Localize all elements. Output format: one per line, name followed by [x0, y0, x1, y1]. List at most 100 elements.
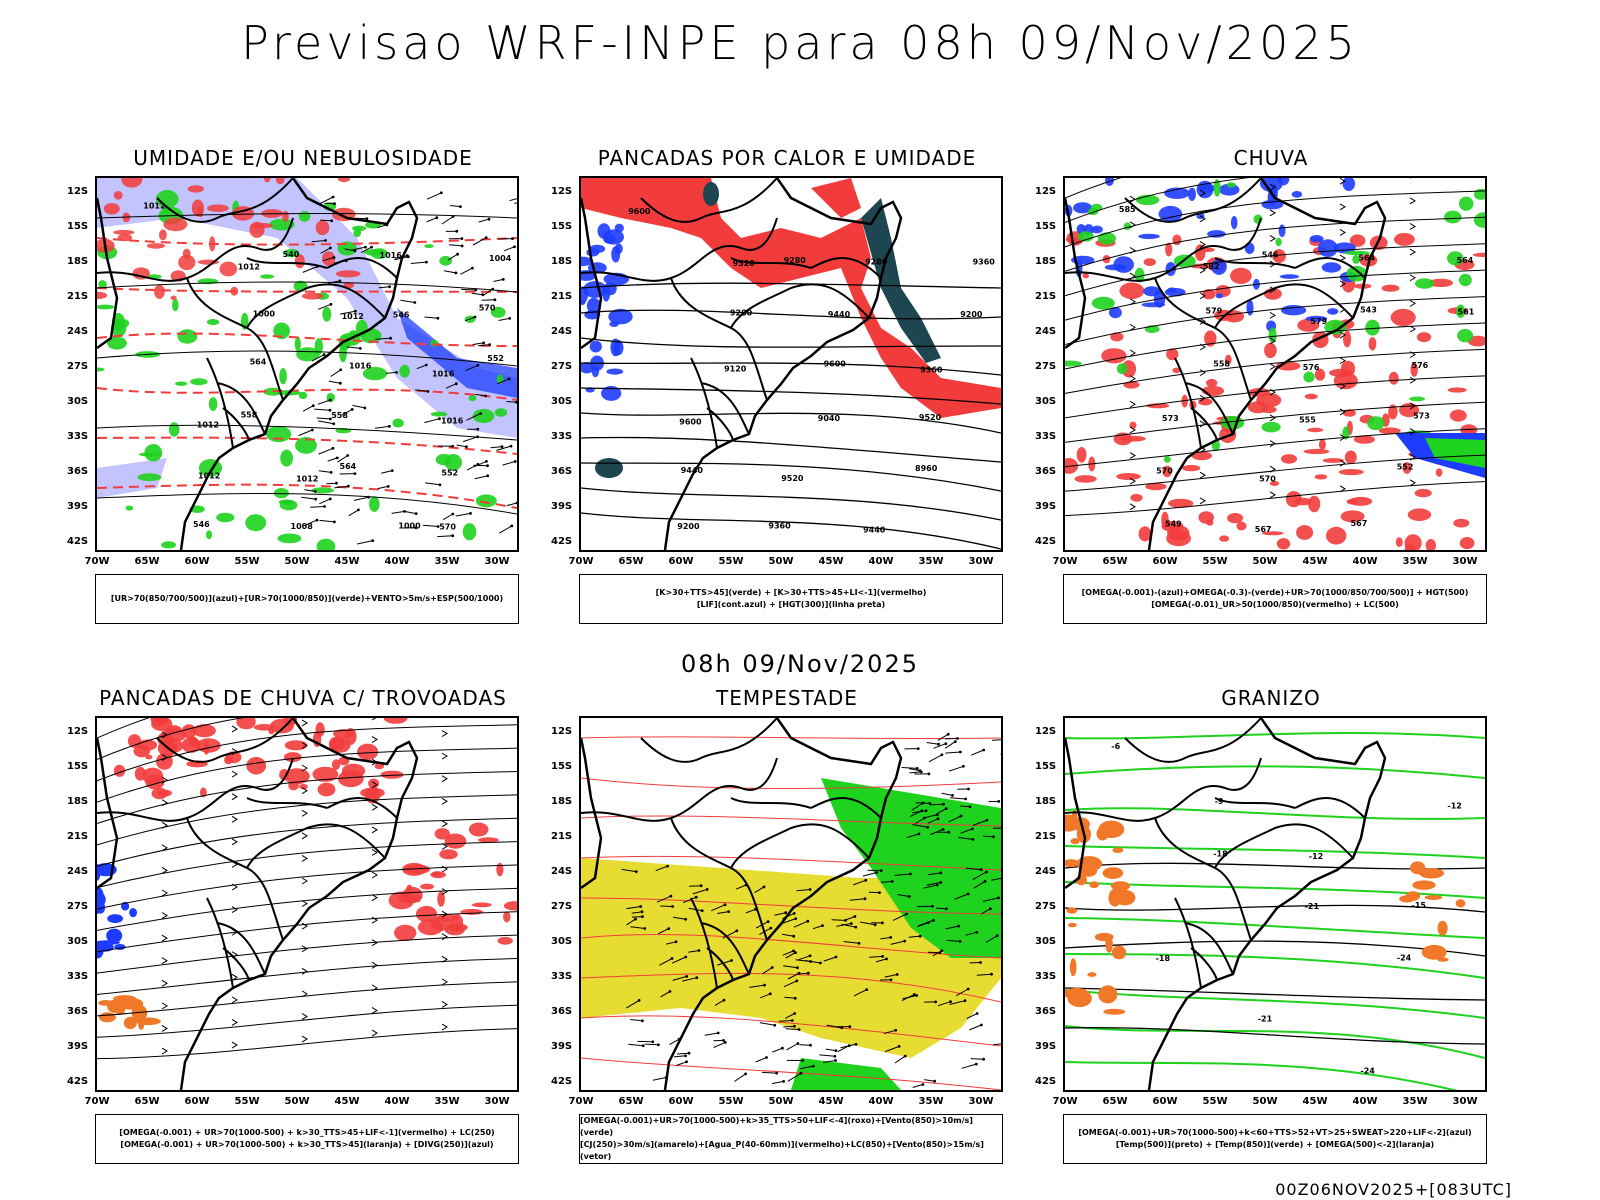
- field-blob: [127, 734, 142, 748]
- wind-vector-head: [640, 910, 644, 914]
- field-blob: [282, 210, 289, 222]
- wind-vector: [759, 1022, 775, 1026]
- wind-vector: [894, 873, 911, 876]
- streamline: [1065, 401, 1485, 443]
- lat-tick-label: 36S: [551, 1006, 573, 1017]
- lat-tick-label: 12S: [551, 726, 573, 737]
- field-blob: [608, 308, 633, 325]
- wind-vector-head: [730, 959, 733, 962]
- map-area: 585 582 579 576 573 570 567 564 579 576 573 570 567 5…: [1063, 176, 1487, 552]
- legend-line: [OMEGA(-0.01)_UR>50(1000/850)(vermelho) …: [1151, 600, 1399, 609]
- stream-arrow: [371, 803, 378, 811]
- lon-tick-label: 50W: [284, 1096, 310, 1107]
- field-blob: [301, 292, 324, 300]
- lon-tick-label: 65W: [618, 556, 644, 567]
- contour-label: 564: [1358, 254, 1375, 263]
- wind-vector-head: [424, 363, 428, 367]
- coastline: [581, 178, 903, 550]
- field-blob: [417, 919, 444, 936]
- field-blob: [279, 368, 287, 385]
- wind-vector: [958, 837, 974, 840]
- streamline: [97, 934, 517, 974]
- contour-line: [1065, 904, 1485, 913]
- lon-tick-label: 35W: [918, 556, 944, 567]
- wind-vector: [926, 881, 941, 886]
- wind-vector: [944, 741, 956, 749]
- stream-arrow: [161, 844, 168, 852]
- contour-label: 567: [1255, 525, 1272, 534]
- wind-vector: [311, 240, 326, 243]
- wind-vector-head: [766, 920, 770, 923]
- field-blob: [434, 828, 450, 840]
- wind-vector-head: [792, 934, 796, 938]
- wind-vector: [787, 972, 800, 980]
- streamline: [97, 747, 517, 803]
- contour-line: [1065, 1061, 1458, 1090]
- stream-arrow: [301, 900, 308, 908]
- wind-vector: [360, 246, 372, 254]
- stream-arrow: [301, 990, 308, 998]
- stream-arrow: [1269, 414, 1276, 422]
- field-blob: [1291, 191, 1303, 198]
- wind-vector: [772, 1047, 783, 1053]
- lat-tick-label: 15S: [1035, 761, 1057, 772]
- field-blob: [1074, 475, 1097, 483]
- field-blob: [1338, 469, 1364, 476]
- contour-label: 567: [1351, 519, 1368, 528]
- stream-arrow: [231, 793, 238, 801]
- wind-vector-head: [722, 1039, 725, 1042]
- wind-vector-head: [641, 915, 644, 918]
- field-blob: [131, 1004, 148, 1022]
- wind-vector: [375, 337, 391, 340]
- wind-vector-head: [769, 926, 773, 930]
- wind-vector-head: [881, 955, 884, 958]
- stream-arrow: [301, 922, 308, 930]
- contour-label: 546: [1262, 251, 1279, 260]
- contour-label: 9360: [920, 366, 943, 375]
- wind-vector: [346, 346, 361, 349]
- wind-vector-head: [940, 949, 944, 952]
- wind-vector-head: [476, 427, 480, 431]
- field-blob: [97, 940, 120, 945]
- field-blob: [1138, 233, 1160, 240]
- wind-vector: [976, 973, 992, 976]
- field-blob: [1188, 187, 1196, 201]
- stream-arrow: [231, 815, 238, 823]
- wind-vector: [911, 802, 924, 811]
- wind-vector-head: [997, 800, 1001, 803]
- wind-vector: [785, 1013, 795, 1019]
- wind-vector: [749, 984, 765, 988]
- contour-line: [581, 1015, 1001, 1047]
- contour-label: -15: [1412, 901, 1427, 910]
- wind-vector: [762, 1071, 777, 1074]
- wind-vector: [892, 913, 907, 921]
- wind-vector: [316, 417, 331, 420]
- field-blob: [1278, 224, 1286, 238]
- wind-vector: [394, 255, 408, 259]
- field-blob: [98, 1000, 114, 1006]
- wind-vector: [659, 958, 673, 966]
- wind-vector-head: [435, 216, 439, 220]
- wind-vector: [441, 216, 454, 225]
- wind-vector: [786, 1043, 799, 1051]
- stream-arrow: [1269, 311, 1276, 319]
- legend-line: [OMEGA(-0.001) + UR>70(1000-500) + k>30_…: [119, 1128, 495, 1137]
- wind-vector-head: [975, 1012, 979, 1015]
- stream-arrow: [371, 916, 378, 924]
- contour-label: 9120: [724, 365, 747, 374]
- state-borders: [97, 178, 398, 449]
- contour-label: 558: [331, 411, 348, 420]
- lat-tick-label: 42S: [67, 536, 89, 547]
- contour-line: [581, 855, 1001, 871]
- lon-tick-label: 70W: [84, 556, 110, 567]
- field-blob: [1378, 427, 1401, 435]
- wind-vector: [422, 524, 439, 527]
- wind-vector: [840, 1043, 857, 1049]
- lon-tick-label: 35W: [918, 1096, 944, 1107]
- stream-arrow: [231, 838, 238, 846]
- contour-label: 579: [1310, 317, 1327, 326]
- stream-arrow: [1339, 434, 1346, 441]
- field-blob: [1342, 409, 1356, 417]
- wind-vector-head: [723, 1041, 727, 1044]
- wind-vector: [631, 916, 643, 918]
